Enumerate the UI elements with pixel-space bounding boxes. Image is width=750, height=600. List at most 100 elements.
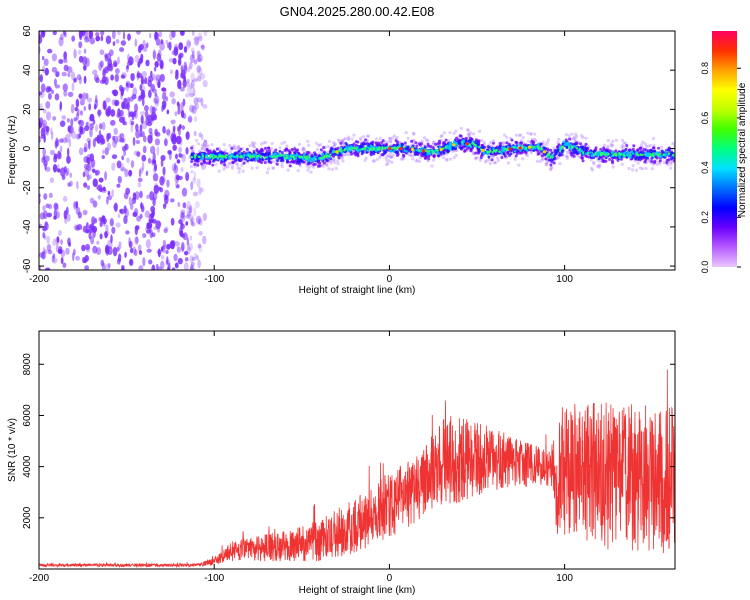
- ridge-mark: [545, 140, 550, 144]
- ridge-mark: [230, 152, 234, 156]
- noise-mark: [119, 132, 125, 140]
- noise-mark: [42, 65, 46, 73]
- ridge-peak-mark: [399, 146, 403, 151]
- ridge-mark: [596, 151, 600, 154]
- noise-mark: [95, 185, 101, 190]
- ridge-mark: [362, 143, 365, 146]
- ridge-mark: [502, 133, 507, 137]
- noise-mark: [113, 62, 118, 67]
- noise-mark: [150, 205, 156, 213]
- noise-mark: [62, 262, 67, 268]
- ridge-mark: [381, 147, 384, 151]
- ridge-mark: [552, 146, 556, 150]
- ridge-mark: [631, 155, 635, 159]
- ridge-mark: [629, 153, 632, 156]
- spectrogram-frame: [38, 30, 676, 271]
- ridge-mark: [259, 142, 264, 146]
- noise-mark: [121, 145, 127, 152]
- noise-mark: [92, 200, 98, 208]
- ridge-mark: [414, 153, 418, 156]
- colorbar-tick-label: 0.8: [700, 62, 710, 75]
- ridge-mark: [654, 155, 658, 159]
- ridge-mark: [631, 147, 635, 151]
- ridge-mark: [521, 157, 525, 161]
- noise-mark: [101, 121, 106, 131]
- ridge-mark: [351, 147, 354, 150]
- ridge-mark: [537, 147, 541, 150]
- ridge-mark: [271, 166, 275, 170]
- noise-mark: [77, 120, 82, 125]
- noise-mark: [66, 155, 71, 164]
- noise-mark: [170, 198, 175, 203]
- ridge-mark: [643, 142, 648, 146]
- ridge-mark: [574, 149, 578, 152]
- noise-mark: [147, 121, 153, 127]
- ridge-mark: [321, 152, 325, 156]
- ridge-mark: [387, 136, 392, 140]
- noise-mark: [185, 147, 189, 155]
- ridge-mark: [408, 153, 412, 157]
- noise-mark: [70, 118, 74, 127]
- spectrogram-y-tick-label: 40: [22, 64, 33, 76]
- ridge-mark: [411, 142, 416, 146]
- noise-mark: [166, 128, 171, 137]
- ridge-mark: [422, 136, 427, 140]
- noise-mark: [200, 134, 204, 141]
- ridge-mark: [293, 147, 297, 151]
- ridge-mark: [658, 162, 662, 166]
- ridge-mark: [411, 157, 415, 161]
- ridge-mark: [402, 157, 406, 161]
- ridge-mark: [255, 155, 259, 158]
- ridge-mark: [341, 159, 345, 163]
- ridge-mark: [330, 167, 335, 171]
- noise-mark: [43, 193, 48, 200]
- noise-mark: [189, 235, 193, 241]
- ridge-mark: [208, 160, 212, 164]
- noise-mark: [196, 50, 201, 58]
- ridge-mark: [412, 139, 416, 143]
- ridge-mark: [390, 136, 395, 140]
- ridge-mark: [336, 162, 340, 166]
- snr-y-tick-label: 4000: [22, 455, 33, 478]
- noise-mark: [47, 249, 53, 255]
- ridge-mark: [667, 158, 671, 162]
- ridge-mark: [267, 152, 271, 155]
- ridge-mark: [640, 167, 645, 171]
- ridge-mark: [596, 154, 599, 157]
- noise-mark: [123, 103, 128, 110]
- noise-mark: [198, 244, 203, 253]
- noise-mark: [92, 245, 98, 254]
- noise-mark: [94, 169, 100, 176]
- ridge-mark: [386, 140, 390, 144]
- ridge-mark: [409, 154, 413, 158]
- noise-mark: [89, 128, 93, 138]
- ridge-mark: [618, 156, 622, 159]
- noise-mark: [42, 210, 48, 220]
- noise-mark: [182, 202, 187, 209]
- ridge-mark: [615, 153, 618, 157]
- noise-mark: [113, 135, 119, 144]
- ridge-mark: [225, 154, 228, 157]
- ridge-mark: [475, 156, 479, 160]
- noise-mark: [51, 255, 55, 263]
- noise-mark: [191, 221, 196, 227]
- ridge-mark: [444, 145, 448, 149]
- noise-mark: [104, 53, 108, 59]
- ridge-mark: [398, 144, 402, 147]
- noise-mark: [197, 259, 201, 269]
- noise-mark: [160, 246, 164, 252]
- noise-mark: [52, 163, 58, 173]
- ridge-mark: [630, 168, 635, 172]
- noise-mark: [121, 155, 124, 161]
- ridge-mark: [354, 140, 358, 144]
- ridge-mark: [409, 150, 413, 153]
- noise-mark: [186, 237, 190, 247]
- noise-mark: [144, 105, 149, 112]
- noise-mark: [191, 144, 195, 153]
- ridge-mark: [306, 155, 309, 158]
- ridge-mark: [557, 153, 561, 157]
- ridge-mark: [222, 143, 226, 147]
- noise-mark: [107, 142, 112, 151]
- noise-mark: [177, 175, 183, 180]
- noise-mark: [112, 204, 118, 210]
